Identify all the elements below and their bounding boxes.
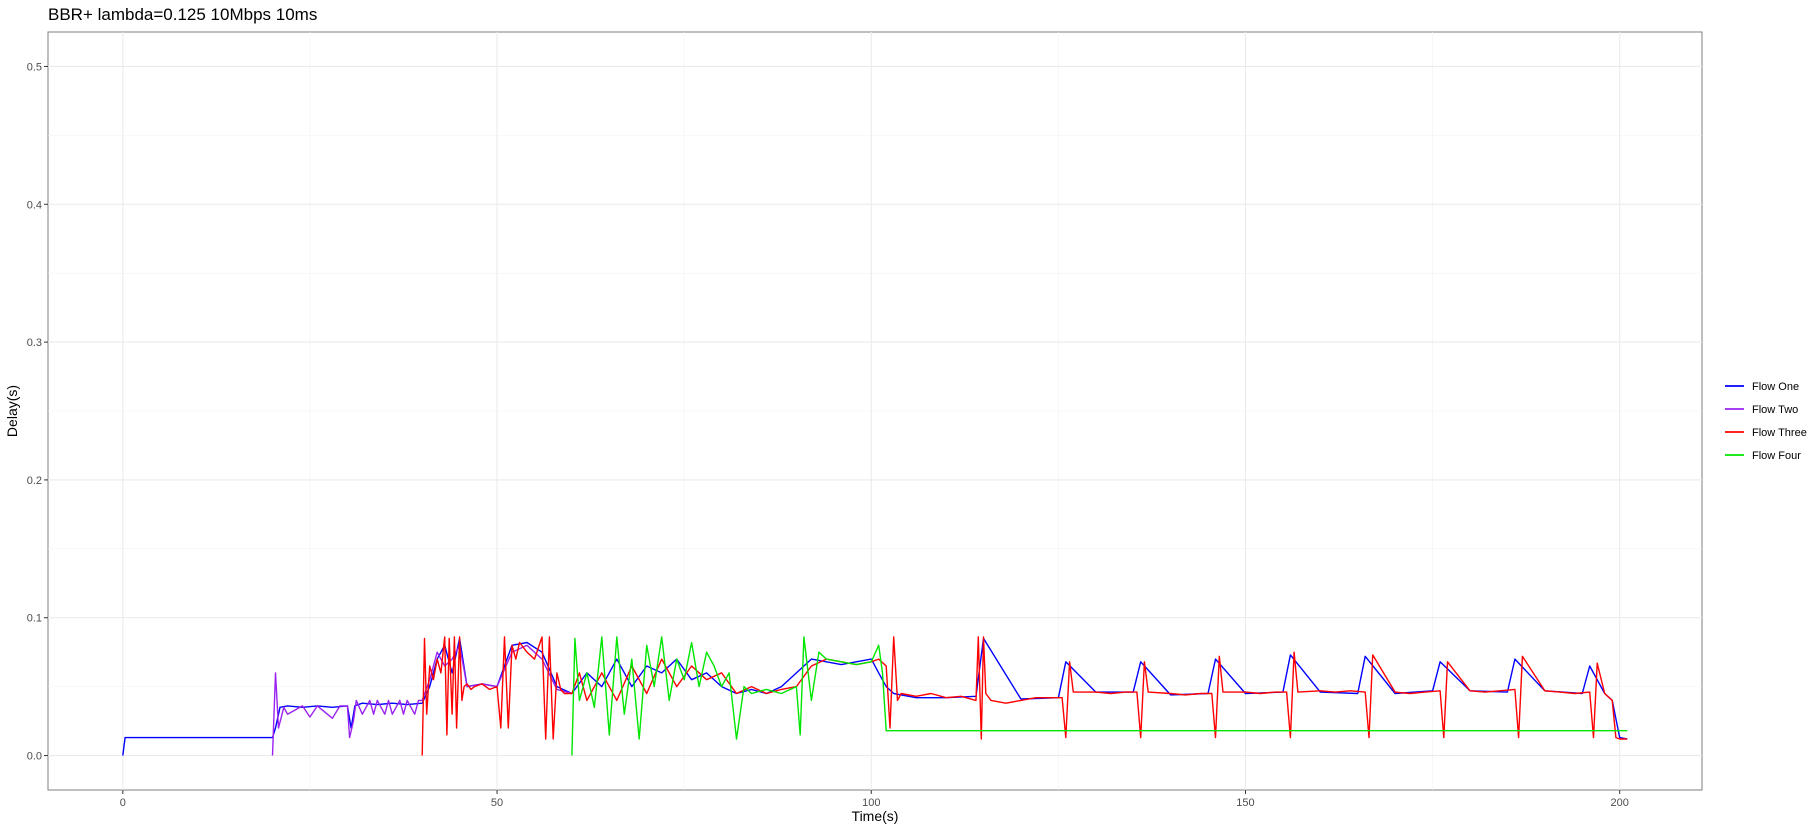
x-tick-label: 100 <box>862 797 880 809</box>
legend-label: Flow One <box>1752 381 1799 393</box>
x-tick-label: 150 <box>1236 797 1254 809</box>
chart-title: BBR+ lambda=0.125 10Mbps 10ms <box>48 5 317 24</box>
legend-label: Flow Three <box>1752 427 1807 439</box>
x-axis-ticks: 0 50 100 150 200 <box>120 790 1629 809</box>
series-lines <box>122 636 1628 756</box>
x-tick-label: 0 <box>120 797 126 809</box>
series-line-4 <box>571 636 1628 756</box>
legend: Flow One Flow Two Flow Three Flow Four <box>1725 381 1807 462</box>
y-axis-title: Delay(s) <box>4 385 20 437</box>
legend-label: Flow Four <box>1752 450 1801 462</box>
series-line-1 <box>122 637 1628 756</box>
legend-label: Flow Two <box>1752 404 1798 416</box>
y-tick-label: 0.5 <box>27 61 42 73</box>
y-tick-label: 0.0 <box>27 751 42 763</box>
x-axis-title: Time(s) <box>852 808 899 824</box>
grid-lines <box>48 32 1702 790</box>
series-line-2 <box>271 644 573 756</box>
y-axis-ticks: 0.0 0.1 0.2 0.3 0.4 0.5 <box>27 61 48 763</box>
y-tick-label: 0.3 <box>27 337 42 349</box>
x-tick-label: 200 <box>1610 797 1628 809</box>
series-line-3 <box>421 636 1628 756</box>
y-tick-label: 0.1 <box>27 613 42 625</box>
x-tick-label: 50 <box>491 797 503 809</box>
y-tick-label: 0.2 <box>27 475 42 487</box>
y-tick-label: 0.4 <box>27 199 42 211</box>
